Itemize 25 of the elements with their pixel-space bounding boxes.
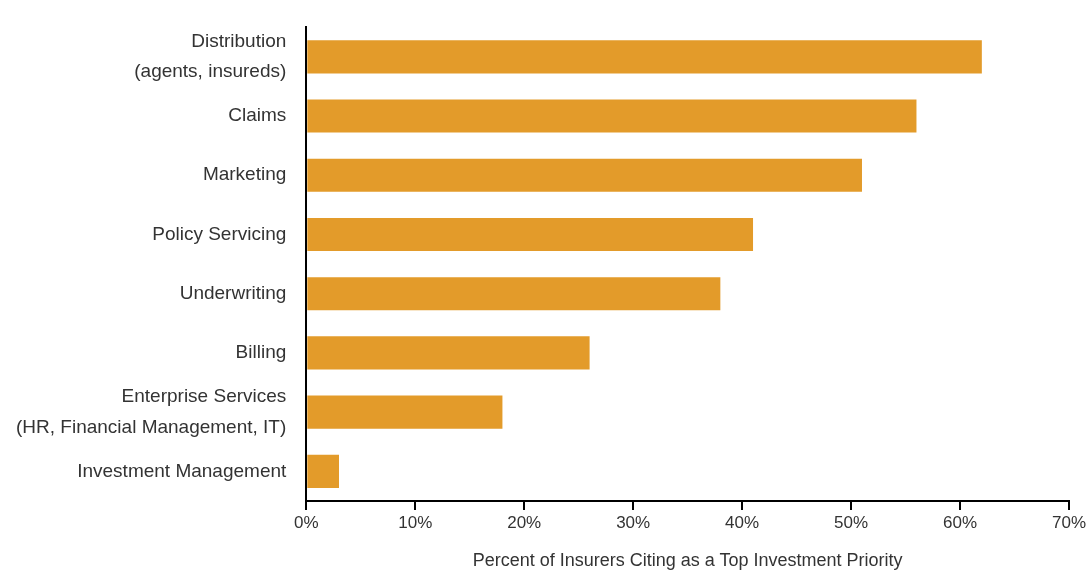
bar — [307, 395, 503, 429]
bar — [307, 454, 339, 488]
x-axis-title: Percent of Insurers Citing as a Top Investment Priority — [472, 550, 903, 571]
bar — [307, 277, 721, 311]
x-tick-label: 50% — [834, 512, 869, 532]
bar — [307, 336, 590, 370]
y-tick-label: Underwriting — [179, 281, 287, 303]
bar — [307, 99, 917, 133]
bar — [307, 40, 982, 74]
y-tick-label: Enterprise Services (HR, Financial Management, IT) — [15, 385, 287, 437]
bar — [307, 217, 754, 252]
x-tick-label: 60% — [943, 512, 978, 532]
y-tick-label: Marketing — [202, 163, 287, 185]
x-tick-label: 30% — [616, 512, 651, 532]
y-tick-label: Distribution (agents, insureds) — [134, 29, 287, 82]
y-tick-label: Billing — [235, 341, 287, 363]
y-tick-label: Claims — [228, 104, 287, 126]
x-tick-label: 0% — [294, 512, 319, 532]
x-tick-label: 40% — [725, 512, 760, 532]
y-tick-label: Investment Management — [77, 459, 288, 481]
y-tick-label: Policy Servicing — [152, 222, 287, 244]
bar — [307, 158, 862, 192]
x-tick-label: 20% — [507, 512, 542, 532]
x-tick-label: 70% — [1051, 512, 1087, 532]
x-tick-label: 10% — [398, 512, 433, 532]
